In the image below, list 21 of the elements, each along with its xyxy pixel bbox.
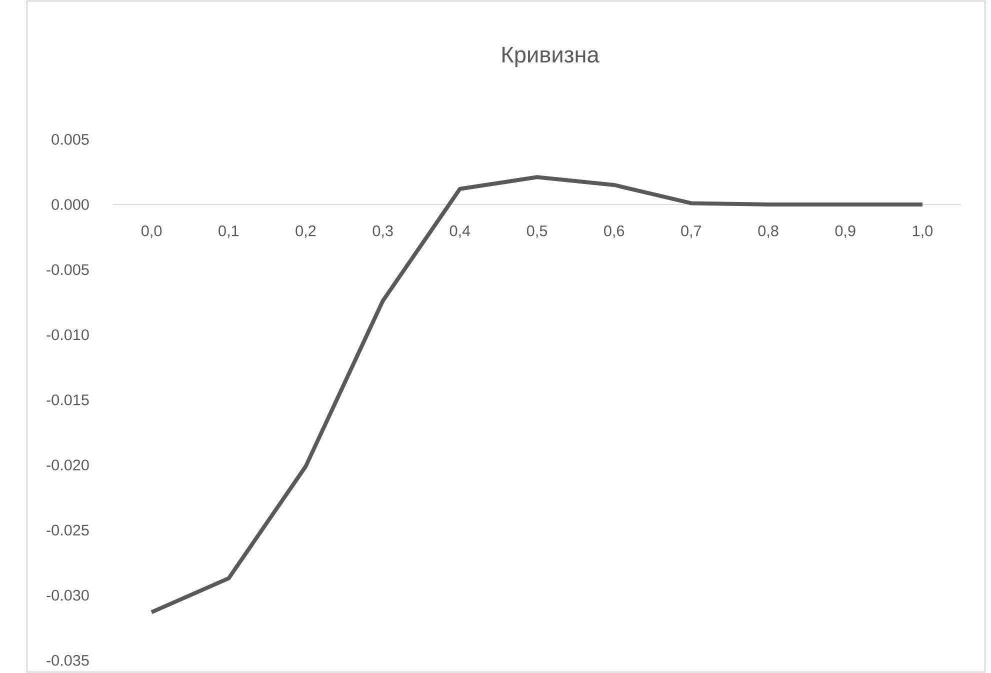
x-tick-label: 0,5 [526,225,548,238]
y-tick-label: -0.020 [46,460,89,470]
x-tick-label: 0,9 [835,225,856,238]
x-tick-label: 0,2 [296,225,316,238]
y-tick-label: -0.030 [46,590,89,601]
x-tick-label: 0,7 [681,225,702,238]
x-tick-label: 0,6 [604,225,624,238]
x-tick-label: 0,0 [142,225,162,238]
x-tick-label: 1,0 [912,225,933,238]
y-tick-label: -0.015 [46,394,89,406]
y-tick-label: -0.035 [46,654,89,666]
y-tick-label: -0.005 [46,264,89,276]
x-tick-label: 0,4 [450,225,470,238]
y-tick-label: -0.010 [46,329,89,340]
y-tick-label: 0.005 [52,134,89,145]
x-tick-label: 0,3 [372,225,393,238]
x-tick-label: 0,1 [218,225,239,238]
y-tick-label: 0.000 [52,199,89,210]
chart-title: Кривизна [502,46,600,68]
x-tick-label: 0,8 [758,225,778,238]
y-tick-label: -0.025 [46,524,89,536]
